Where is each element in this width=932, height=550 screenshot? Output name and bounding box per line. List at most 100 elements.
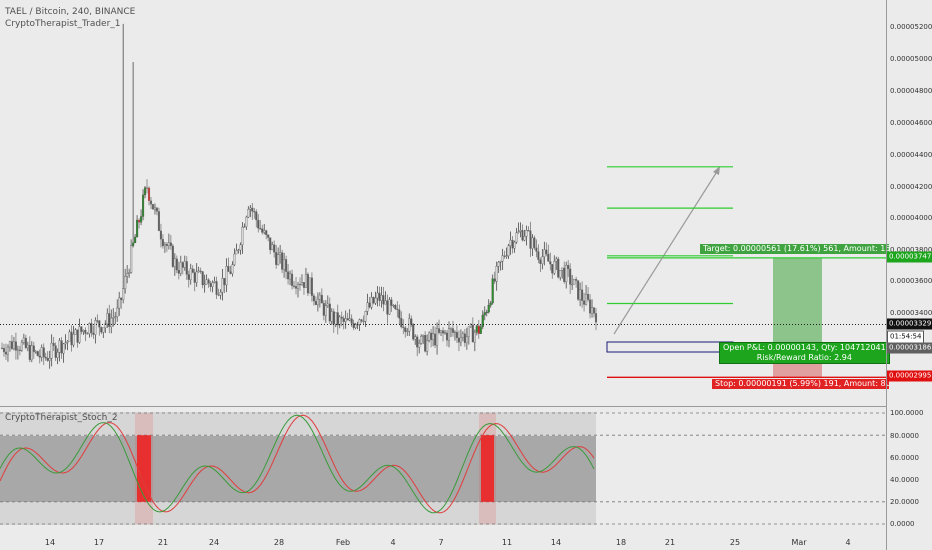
candle [539,259,542,264]
stoch-tick: 60.0000 [890,454,919,462]
price-axis[interactable]: 0.00005200 0.00005000 0.00004800 0.00004… [886,0,932,550]
candle [259,228,262,230]
candle [362,321,365,323]
candle [372,297,375,304]
candle [511,239,514,249]
candle [14,341,17,351]
candle [251,207,254,212]
candle [84,329,87,334]
candle [265,230,268,236]
candle [394,305,397,310]
candle [34,351,37,353]
candle [324,305,327,316]
candle [432,333,435,340]
candle [310,277,313,296]
price-tick: 0.00004000 [890,214,932,222]
candle [207,279,210,284]
candle [481,314,484,328]
candle [587,293,590,300]
candle [134,236,137,244]
candle [60,340,63,354]
candle [551,263,554,274]
stoch-alert-zones [135,413,496,524]
candle [483,312,486,316]
candle [588,299,592,314]
candle [495,266,498,282]
time-tick: 25 [729,538,741,547]
candle [118,297,121,309]
indicator-legend-stoch[interactable]: CryptoTherapist_Stoch_2 [5,413,118,423]
candle [344,318,347,322]
candle [281,252,284,270]
candle [348,318,351,321]
candle [239,244,242,251]
candle [326,303,329,306]
candle [124,276,127,289]
symbol-title[interactable]: TAEL / Bitcoin, 240, BINANCE [5,7,136,17]
time-tick: 28 [273,538,285,547]
candle [533,237,536,248]
candle [46,358,49,361]
candle [497,261,500,267]
stoch-level-lines [0,412,886,525]
candle [199,270,202,272]
time-tick: Mar [791,538,807,547]
candle [336,312,339,326]
candle [147,187,151,201]
candle [358,319,361,325]
candle [138,219,141,223]
time-tick: 14 [550,538,562,547]
candle [72,334,75,346]
candle [136,219,139,238]
candle [388,299,391,315]
price-chart[interactable] [0,0,886,550]
candle [187,274,190,280]
candle [88,323,91,334]
candle [573,278,576,285]
candle [36,351,39,357]
candle [245,216,248,227]
candle [227,266,230,272]
target-lines[interactable] [607,166,733,305]
indicator-legend-main[interactable]: CryptoTherapist_Trader_1 [5,19,121,29]
candle [157,211,160,232]
candle [420,336,423,344]
candle [487,305,490,313]
candle [386,300,389,315]
candle [557,258,560,278]
candle [473,332,476,343]
candle [565,265,568,282]
candle [543,249,546,257]
candle [289,273,292,280]
candle [237,249,240,251]
candle [116,307,119,317]
stoch-tick: 80.0000 [890,432,919,440]
candle [318,294,321,300]
candle [547,253,550,262]
candle [106,313,109,324]
candle [215,281,218,295]
candle [263,230,266,233]
candle [567,265,570,270]
candle [453,331,456,334]
candle [439,330,443,333]
candle [24,337,27,349]
candle [292,285,296,287]
candle [149,200,153,205]
candle [229,271,232,274]
candle [571,283,574,286]
stoch-alert-shade [135,413,153,524]
candle [527,230,530,232]
candle [247,209,250,218]
candle [461,333,464,338]
candle [28,344,31,360]
candle [501,255,504,262]
candle [549,261,552,265]
candle [374,297,377,304]
entry-price-tag: 0.00003186 [887,342,932,354]
candle [6,346,10,355]
candle [151,204,155,210]
price-tick: 0.00003800 [890,246,932,254]
candle [257,219,260,229]
candle [426,340,429,352]
